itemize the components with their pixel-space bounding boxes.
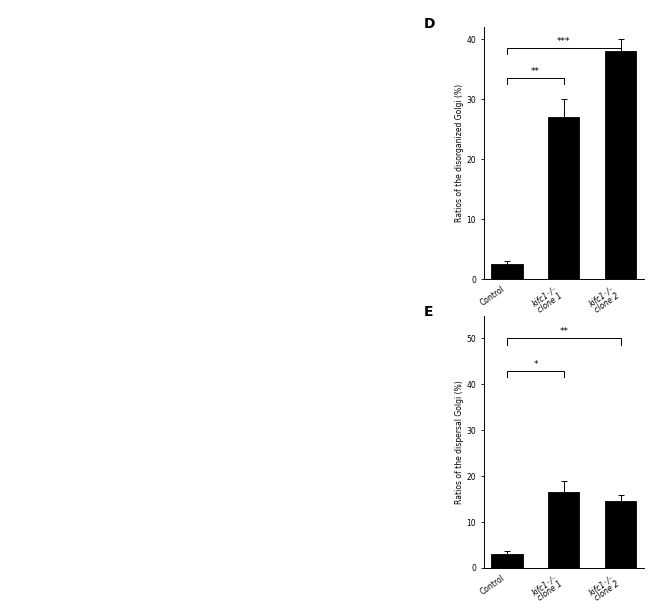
Bar xyxy=(548,117,580,279)
Text: *: * xyxy=(533,359,538,368)
Y-axis label: Ratios of the disorganized Golgi (%): Ratios of the disorganized Golgi (%) xyxy=(455,84,464,222)
Bar xyxy=(548,492,580,568)
Text: D: D xyxy=(424,17,436,31)
Text: ***: *** xyxy=(557,37,571,46)
Text: E: E xyxy=(424,305,434,319)
Bar xyxy=(605,501,636,568)
Text: **: ** xyxy=(560,328,568,337)
Bar xyxy=(491,264,523,279)
Text: **: ** xyxy=(531,67,540,76)
Bar xyxy=(491,554,523,568)
Y-axis label: Ratios of the dispersal Golgi (%): Ratios of the dispersal Golgi (%) xyxy=(455,380,464,504)
Bar xyxy=(605,51,636,279)
